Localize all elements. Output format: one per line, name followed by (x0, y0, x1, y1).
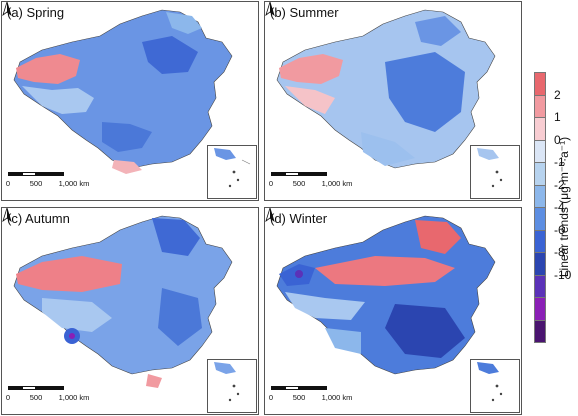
legend-tick-label: -8 (554, 245, 565, 259)
map-panel-summer: (b) Summer 0 500 1,000 km (264, 1, 522, 201)
north-arrow-icon (265, 2, 275, 16)
north-arrow-icon (2, 208, 12, 222)
north-arrow-icon (265, 208, 275, 222)
legend-tick-label: -1 (554, 155, 565, 169)
panel-title-spring: (a) Spring (7, 5, 65, 20)
scale-label-1000: 1,000 km (321, 179, 353, 188)
scale-label-0: 0 (5, 179, 11, 188)
scale-label-0: 0 (268, 393, 274, 402)
scale-label-0: 0 (268, 179, 274, 188)
legend-tick-label: -6 (554, 222, 565, 237)
legend-tick-label: -4 (554, 200, 565, 214)
china-map-summer (276, 9, 496, 169)
legend-tick-label: -2 (554, 177, 565, 192)
map-panel-spring: (a) Spring 0 500 1,000 km (1, 1, 259, 201)
legend-tick-label: -10 (554, 267, 572, 282)
north-arrow-icon (2, 2, 12, 16)
legend-swatch (534, 184, 546, 208)
china-map-winter (276, 215, 496, 375)
scale-label-500: 500 (29, 393, 43, 402)
map-panel-winter: (d) Winter 0 500 1,000 km (264, 207, 522, 415)
scale-bar: 0 500 1,000 km (268, 386, 381, 408)
legend-swatch (534, 274, 546, 298)
scale-bar: 0 500 1,000 km (5, 172, 118, 194)
legend-swatch (534, 139, 546, 163)
south-china-sea-inset (207, 145, 257, 199)
legend-tick-label: 0 (554, 132, 561, 147)
legend-swatch (534, 252, 546, 276)
panel-title-winter: (d) Winter (270, 211, 328, 226)
scale-label-500: 500 (292, 393, 306, 402)
legend-swatch (534, 117, 546, 141)
legend-swatch (534, 207, 546, 231)
legend-tick-label: 1 (554, 110, 561, 124)
color-legend: 2 1 0 -1 -2 -4 -6 -8 -10 (534, 72, 571, 343)
legend-swatch (534, 319, 546, 343)
map-panel-autumn: (c) Autumn 0 500 1,000 km (1, 207, 259, 415)
scale-bar: 0 500 1,000 km (5, 386, 118, 408)
legend-swatch (534, 94, 546, 118)
scale-bar: 0 500 1,000 km (268, 172, 381, 194)
legend-tick-label: 2 (554, 87, 561, 102)
scale-label-0: 0 (5, 393, 11, 402)
scale-label-500: 500 (292, 179, 306, 188)
legend-swatch (534, 162, 546, 186)
legend-swatch (534, 229, 546, 253)
legend-swatch (534, 72, 546, 96)
scale-label-1000: 1,000 km (58, 393, 90, 402)
china-map-autumn (13, 215, 233, 388)
south-china-sea-inset (470, 145, 520, 199)
scale-label-500: 500 (29, 179, 43, 188)
legend-swatch (534, 297, 546, 321)
scale-label-1000: 1,000 km (58, 179, 90, 188)
south-china-sea-inset (207, 359, 257, 413)
scale-label-1000: 1,000 km (321, 393, 353, 402)
south-china-sea-inset (470, 359, 520, 413)
legend-title: Linear trends (μg·m⁻³·a⁻¹) (557, 136, 571, 278)
china-map-spring (13, 9, 233, 174)
panel-title-autumn: (c) Autumn (7, 211, 70, 226)
panel-title-summer: (b) Summer (270, 5, 339, 20)
